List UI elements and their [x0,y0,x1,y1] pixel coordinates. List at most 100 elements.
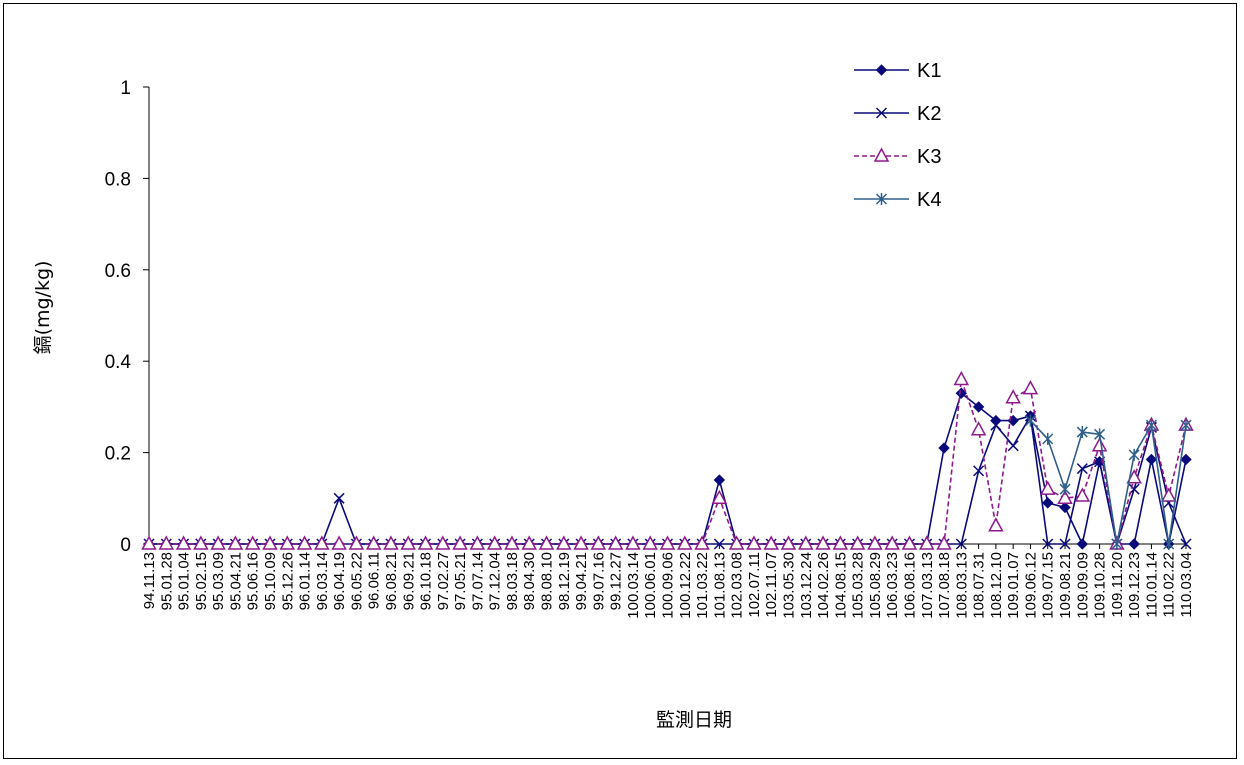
x-tick-label: 102.07.11 [746,552,763,618]
x-tick-label: 107.08.18 [936,552,953,619]
x-tick-label: 106.08.16 [901,552,918,619]
x-tick-label: 95.01.04 [176,552,193,610]
y-tick-label: 0.8 [105,169,131,190]
data-point-k3 [1074,487,1091,502]
x-axis: 94.11.13 95.01.28 95.01.04 95.02.15 95.03.09… [141,543,1195,619]
x-tick-label: 105.08.29 [867,552,884,619]
data-point-k3 [348,535,365,550]
legend-marker [875,193,888,205]
x-tick-label: 96.04.19 [331,552,348,610]
data-point-k2 [1076,463,1088,475]
data-point-k3 [400,535,417,550]
data-point-k3 [798,535,814,550]
x-tick-label: 98.08.10 [539,552,556,610]
data-point-k3 [642,535,658,550]
x-tick-label: 96.01.14 [297,552,314,610]
data-point-k3 [573,535,589,550]
data-point-k3 [1022,380,1039,395]
data-point-k3 [763,535,779,550]
data-point-k4 [1145,419,1157,432]
x-tick-label: 109.07.15 [1040,552,1057,619]
data-point-k3 [244,535,261,550]
data-point-k3 [469,535,486,550]
x-tick-label: 96.06.11 [366,552,383,609]
legend-label: K3 [917,146,941,168]
data-point-k3 [452,535,468,550]
x-tick-label: 106.03.23 [884,552,901,619]
data-point-k3 [210,535,226,550]
data-point-k2 [713,538,725,550]
x-tick-label: 104.02.26 [815,552,832,619]
x-tick-label: 110.03.04 [1178,552,1195,618]
x-tick-label: 107.03.13 [919,552,936,619]
x-tick-label: 98.04.30 [521,552,538,610]
data-point-k4 [1042,432,1054,445]
data-point-k2 [955,538,967,550]
x-tick-label: 101.03.22 [694,552,711,619]
data-point-k1 [1076,538,1089,550]
x-tick-label: 95.02.15 [193,552,210,610]
data-point-k3 [677,535,693,550]
data-point-k1 [1128,538,1140,550]
y-tick-label: 0.6 [105,261,131,282]
data-point-k4 [1076,426,1088,439]
data-point-k4 [1128,448,1140,461]
data-point-k1 [713,474,726,486]
x-tick-label: 108.12.10 [988,552,1005,619]
data-point-k3 [1126,469,1142,484]
x-tick-label: 109.11.20 [1109,552,1126,618]
x-tick-label: 95.04.21 [227,552,244,610]
data-point-k3 [659,535,676,550]
x-tick-label: 96.09.21 [400,552,417,610]
x-tick-label: 99.12.27 [608,552,625,610]
data-point-k3 [556,535,572,550]
data-point-k3 [504,535,520,550]
x-tick-label: 110.01.14 [1143,552,1160,618]
data-point-k1 [972,401,985,413]
data-point-k2 [1007,440,1019,452]
x-tick-label: 95.01.28 [158,552,175,610]
series-line-k2 [149,413,1187,548]
y-tick-label: 0.4 [105,352,132,373]
data-point-k3 [901,535,918,550]
x-tick-label: 102.03.08 [729,552,746,619]
x-tick-label: 97.02.27 [435,552,452,610]
legend-item-k2: K2 [854,103,941,125]
legend-marker [873,147,890,162]
data-point-k2 [973,465,985,477]
x-tick-label: 102.11.07 [763,552,780,618]
x-tick-label: 105.03.28 [850,552,867,619]
y-tick-label: 0.2 [105,444,131,465]
data-point-k3 [141,535,157,550]
legend-label: K2 [917,103,941,125]
data-point-k3 [383,535,399,550]
data-point-k4 [1059,483,1071,496]
x-tick-label: 103.12.24 [798,552,815,619]
x-tick-label: 98.03.18 [504,552,521,610]
data-point-k3 [262,535,278,550]
data-point-k3 [849,535,866,550]
data-point-k3 [193,535,209,550]
data-point-k4 [1180,419,1192,432]
x-tick-label: 99.04.21 [573,552,590,610]
data-point-k4 [1163,538,1175,550]
x-tick-label: 110.02.22 [1161,552,1178,618]
y-axis-title: 鎘(mg/kg) [32,261,54,355]
data-point-k1 [1042,497,1054,509]
x-axis-title: 監測日期 [656,709,732,731]
data-point-k1 [1059,501,1071,514]
data-point-k2 [990,419,1002,431]
data-point-k3 [1039,480,1056,495]
x-tick-label: 97.07.14 [469,552,486,610]
data-point-k3 [832,535,849,550]
data-point-k3 [711,489,728,505]
x-tick-label: 101.08.13 [711,552,728,619]
series-group [141,370,1194,550]
data-point-k3 [521,535,537,550]
data-point-k3 [780,535,797,550]
chart-svg: 00.20.40.60.81 94.11.13 95.01.28 95.01.04 9… [32,60,1195,731]
data-point-k3 [331,535,347,550]
data-point-k3 [746,535,762,550]
x-tick-label: 96.05.22 [348,552,365,610]
data-point-k2 [1059,538,1071,550]
